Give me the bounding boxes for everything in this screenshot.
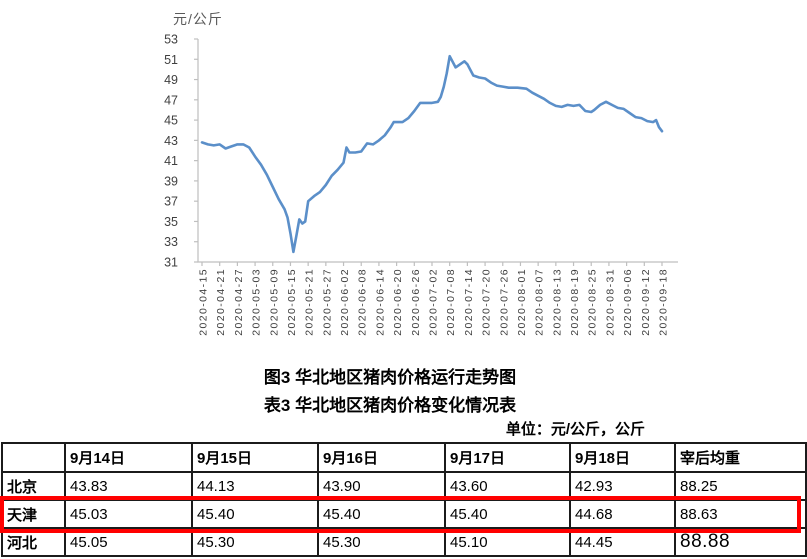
x-tick-label: 2020-04-27 <box>233 268 245 336</box>
x-tick-label: 2020-06-26 <box>410 268 422 336</box>
region-cell: 河北 <box>1 527 66 557</box>
price-cell: 45.30 <box>191 527 319 557</box>
price-trend-chart: 31 33 35 37 39 41 43 45 47 49 51 53 2020-04-15 2020-0… <box>164 33 678 336</box>
region-cell: 北京 <box>1 471 66 501</box>
x-tick-label: 2020-05-21 <box>304 268 316 336</box>
unit-note: 单位：元/公斤，公斤 <box>505 421 645 438</box>
header-cell-avg-weight: 宰后均重 <box>674 442 807 473</box>
y-tick-label: 35 <box>164 215 178 229</box>
x-tick-label: 2020-05-09 <box>268 268 280 336</box>
x-tick-label: 2020-08-19 <box>569 268 581 336</box>
table-title: 表3 华北地区猪肉价格变化情况表 <box>263 396 517 415</box>
price-cell: 44.13 <box>191 471 319 501</box>
x-tick-label: 2020-06-14 <box>374 268 386 336</box>
price-cell: 45.10 <box>444 527 571 557</box>
x-tick-label: 2020-09-06 <box>622 268 634 336</box>
price-cell: 45.40 <box>191 499 319 529</box>
x-tick-label: 2020-09-12 <box>640 268 652 336</box>
header-cell-date: 9月15日 <box>191 442 319 473</box>
x-tick-label: 2020-07-02 <box>427 268 439 336</box>
x-tick-label: 2020-04-21 <box>215 268 227 336</box>
weight-cell: 88.63 <box>674 499 807 529</box>
x-tick-label: 2020-06-08 <box>357 268 369 336</box>
y-tick-label: 45 <box>164 114 178 128</box>
price-cell: 45.05 <box>64 527 193 557</box>
price-cell: 43.83 <box>64 471 193 501</box>
price-cell: 45.40 <box>444 499 571 529</box>
x-tick-label: 2020-08-01 <box>516 268 528 336</box>
y-tick-label: 31 <box>164 256 178 270</box>
header-cell-date: 9月16日 <box>317 442 446 473</box>
table-row-hebei: 河北 45.05 45.30 45.30 45.10 44.45 88.88 <box>1 527 807 557</box>
y-tick-label: 37 <box>164 195 178 209</box>
x-tick-label: 2020-08-25 <box>587 268 599 336</box>
y-tick-label: 49 <box>164 73 178 87</box>
price-cell: 45.03 <box>64 499 193 529</box>
y-tick-label: 43 <box>164 134 178 148</box>
x-tick-label: 2020-06-02 <box>339 268 351 336</box>
x-tick-label: 2020-05-03 <box>251 268 263 336</box>
x-tick-label: 2020-07-08 <box>445 268 457 336</box>
x-tick-label: 2020-05-15 <box>286 268 298 336</box>
price-cell: 45.30 <box>317 527 446 557</box>
x-tick-label: 2020-06-20 <box>392 268 404 336</box>
weight-cell: 88.25 <box>674 471 807 501</box>
price-cell: 44.45 <box>569 527 676 557</box>
price-cell: 44.68 <box>569 499 676 529</box>
price-table: 9月14日 9月15日 9月16日 9月17日 9月18日 宰后均重 北京 43… <box>1 442 807 557</box>
price-cell: 45.40 <box>317 499 446 529</box>
price-cell: 43.90 <box>317 471 446 501</box>
x-tick-label: 2020-07-14 <box>463 268 475 336</box>
price-cell: 43.60 <box>444 471 571 501</box>
header-cell-date: 9月17日 <box>444 442 571 473</box>
x-tick-label: 2020-05-27 <box>321 268 333 336</box>
price-cell: 42.93 <box>569 471 676 501</box>
weight-cell: 88.88 <box>674 527 807 557</box>
y-tick-label: 33 <box>164 235 178 249</box>
x-tick-label: 2020-07-20 <box>481 268 493 336</box>
price-line <box>200 54 664 254</box>
figure-title: 图3 华北地区猪肉价格运行走势图 <box>263 368 517 387</box>
y-tick-label: 51 <box>164 53 178 67</box>
x-tick-label: 2020-08-31 <box>604 268 616 336</box>
y-tick-label: 39 <box>164 174 178 188</box>
header-cell-date: 9月14日 <box>64 442 193 473</box>
table-row-beijing: 北京 43.83 44.13 43.90 43.60 42.93 88.25 <box>1 471 807 501</box>
x-tick-label: 2020-04-15 <box>198 268 210 336</box>
header-cell-date: 9月18日 <box>569 442 676 473</box>
table-row-tianjin: 天津 45.03 45.40 45.40 45.40 44.68 88.63 <box>1 499 807 529</box>
header-cell-region <box>1 442 66 473</box>
x-tick-label: 2020-08-13 <box>551 268 563 336</box>
x-tick-label: 2020-07-26 <box>498 268 510 336</box>
y-tick-label: 41 <box>164 154 178 168</box>
y-tick-label: 47 <box>164 93 178 107</box>
y-axis-title: 元/公斤 <box>173 11 223 27</box>
x-tick-label: 2020-09-18 <box>657 268 669 336</box>
region-cell: 天津 <box>1 499 66 529</box>
axis-lines <box>197 39 678 263</box>
y-tick-label: 53 <box>164 33 178 47</box>
table-header-row: 9月14日 9月15日 9月16日 9月17日 9月18日 宰后均重 <box>1 442 807 473</box>
x-tick-label: 2020-08-07 <box>534 268 546 336</box>
